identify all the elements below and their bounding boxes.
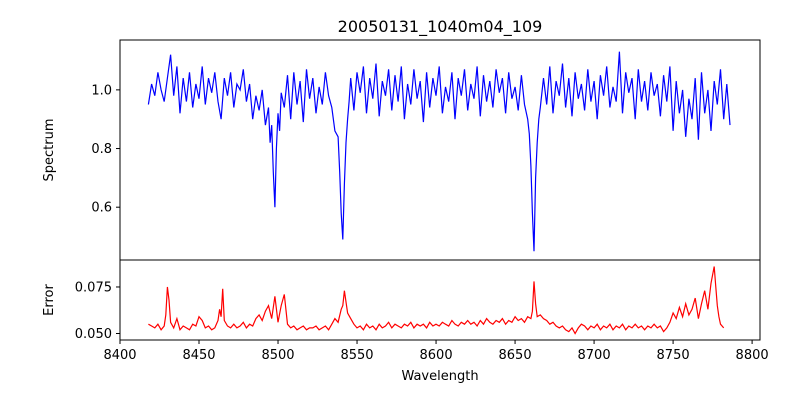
- x-tick-label: 8550: [340, 348, 373, 363]
- error-series-line: [148, 266, 725, 335]
- spectrum-y-tick-label: 0.8: [91, 142, 112, 157]
- error-axes-frame: [120, 260, 760, 340]
- spectrum-y-tick-label: 1.0: [91, 83, 112, 98]
- chart-title: 20050131_1040m04_109: [338, 17, 543, 37]
- error-y-ticks: 0.050 0.075: [75, 280, 120, 342]
- spectrum-y-tick-label: 0.6: [91, 201, 112, 216]
- x-tick-label: 8600: [420, 348, 453, 363]
- error-panel: 0.050 0.075 Error: [42, 259, 761, 342]
- spectrum-y-label: Spectrum: [42, 119, 57, 182]
- x-tick-label: 8450: [182, 348, 215, 363]
- error-y-label: Error: [42, 284, 57, 316]
- spectrum-panel: 0.6 0.8 1.0 Spectrum: [42, 39, 761, 261]
- error-y-tick-label: 0.075: [75, 280, 112, 295]
- x-tick-label: 8650: [499, 348, 532, 363]
- error-axes-border: [119, 259, 761, 341]
- spectrum-y-ticks: 0.6 0.8 1.0: [91, 83, 120, 216]
- x-tick-label: 8800: [736, 348, 769, 363]
- x-tick-label: 8750: [657, 348, 690, 363]
- error-y-tick-label: 0.050: [75, 327, 112, 342]
- x-tick-label: 8400: [103, 348, 136, 363]
- spectrum-series-line: [147, 51, 731, 252]
- x-tick-label: 8700: [578, 348, 611, 363]
- x-tick-label: 8500: [261, 348, 294, 363]
- x-ticks: 8400 8450 8500 8550 8600 8650 8700 8750 8800: [103, 340, 769, 363]
- x-axis-label: Wavelength: [401, 369, 478, 384]
